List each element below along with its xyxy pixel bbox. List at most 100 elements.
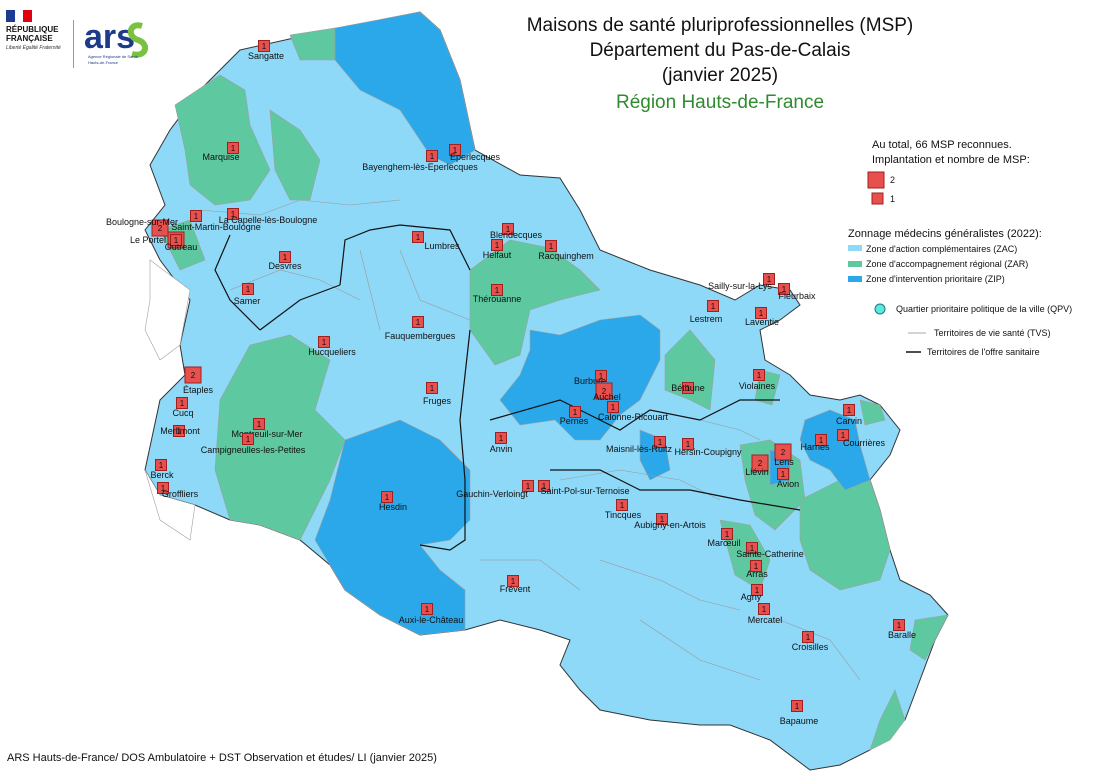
msp-marker[interactable] [421,603,433,615]
msp-marker[interactable] [491,239,503,251]
msp-marker[interactable] [654,436,666,448]
msp-marker[interactable] [682,438,694,450]
msp-marker[interactable] [170,234,182,246]
msp-marker[interactable] [279,251,291,263]
msp-marker[interactable] [753,369,765,381]
msp-marker[interactable] [426,382,438,394]
msp-marker[interactable] [242,283,254,295]
msp-marker[interactable] [449,144,461,156]
msp-marker[interactable] [151,219,169,237]
msp-marker[interactable] [763,273,775,285]
msp-marker[interactable] [538,480,550,492]
msp-marker[interactable] [412,316,424,328]
msp-marker[interactable] [184,366,202,384]
msp-marker[interactable] [758,603,770,615]
msp-etaples[interactable]: 2 Étaples [183,366,214,395]
msp-marker[interactable] [242,433,254,445]
msp-fauquembergues[interactable]: 1 Fauquembergues [385,316,456,342]
msp-marker[interactable] [751,584,763,596]
msp-marker[interactable] [893,619,905,631]
msp-marker[interactable] [843,404,855,416]
msp-marker[interactable] [656,513,668,525]
msp-marker[interactable] [545,240,557,252]
msp-marker[interactable] [569,406,581,418]
msp-marker[interactable] [774,443,792,461]
msp-marker[interactable] [707,300,719,312]
msp-marker[interactable] [837,429,849,441]
msp-marker[interactable] [522,480,534,492]
msp-marker[interactable] [746,542,758,554]
msp-marker[interactable] [227,142,239,154]
msp-marker[interactable] [318,336,330,348]
msp-fruges[interactable]: 1 Fruges [423,382,452,407]
msp-la-capelle-les-boulogne[interactable]: 1La Capelle-lès-Boulogne [219,208,318,226]
msp-marker[interactable] [491,284,503,296]
msp-marker[interactable] [173,425,185,437]
msp-marker[interactable] [258,40,270,52]
msp-samer[interactable]: 1 Samer [234,283,261,307]
msp-marker[interactable] [595,382,613,400]
msp-marker[interactable] [750,560,762,572]
msp-marker[interactable] [227,208,239,220]
msp-marker[interactable] [190,210,202,222]
msp-marker[interactable] [495,432,507,444]
msp-marker[interactable] [607,401,619,413]
msp-lestrem[interactable]: 1 Lestrem [690,300,723,325]
msp-marker[interactable] [157,482,169,494]
msp-marker[interactable] [815,434,827,446]
msp-marker[interactable] [253,418,265,430]
msp-marker[interactable] [777,468,789,480]
msp-marker[interactable] [751,454,769,472]
msp-marker[interactable] [778,283,790,295]
msp-marker[interactable] [721,528,733,540]
msp-marker[interactable] [755,307,767,319]
msp-marker[interactable] [426,150,438,162]
msp-marker[interactable] [507,575,519,587]
